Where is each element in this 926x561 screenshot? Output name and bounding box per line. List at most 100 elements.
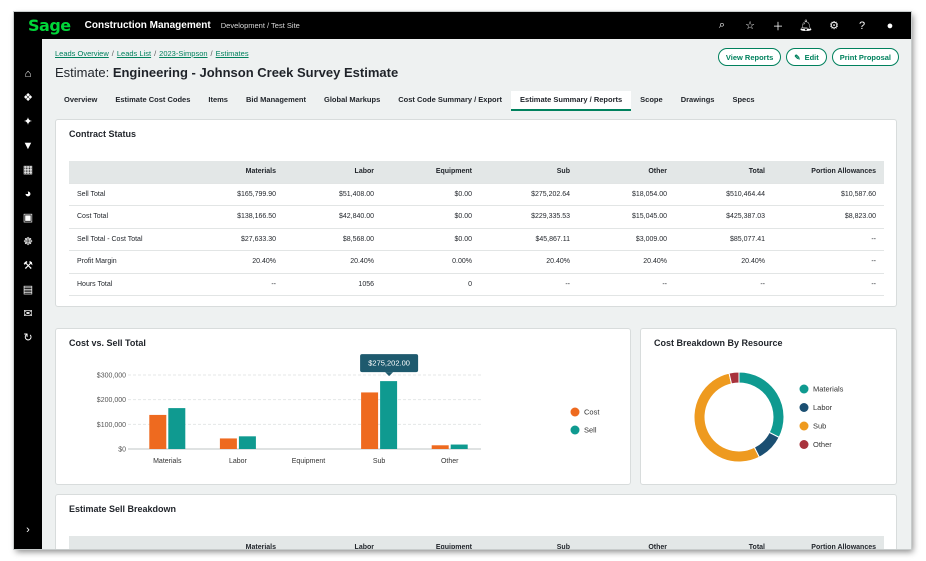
table-cell: -- (578, 272, 675, 296)
table-cell: $15,045.00 (578, 205, 675, 228)
breadcrumb-lead[interactable]: 2023-Simpson (159, 49, 208, 58)
table-cell: $3,009.00 (578, 227, 675, 251)
handshake-icon[interactable]: ✦ (23, 116, 33, 128)
column-header (69, 161, 189, 183)
mail-icon[interactable]: ✉ (23, 308, 33, 320)
tab-estimate-cost-codes[interactable]: Estimate Cost Codes (115, 95, 191, 104)
sell-breakdown-card: Estimate Sell Breakdown Materials Labor … (55, 494, 897, 549)
search-icon[interactable]: ⌕ (718, 19, 726, 31)
column-header: Sub (480, 161, 578, 183)
y-tick-label: $100,000 (97, 422, 126, 429)
slice-other[interactable] (728, 371, 740, 385)
slice-materials[interactable] (738, 371, 785, 439)
tooltip-text: $275,202.00 (368, 359, 410, 368)
table-row: Hours Total -- 1056 0 -- -- -- -- (69, 272, 884, 296)
table-cell: -- (773, 272, 884, 296)
row-label-cell: Cost Total (69, 205, 189, 228)
table-cell: 20.40% (284, 250, 382, 273)
sell-breakdown-title: Estimate Sell Breakdown (69, 504, 177, 514)
table-cell: 20.40% (578, 250, 675, 273)
column-header: Other (578, 161, 675, 183)
top-navbar: Sage Construction Management Development… (14, 12, 911, 39)
calendar-icon[interactable]: ▦ (22, 164, 34, 176)
dashboard-icon[interactable]: ▣ (22, 212, 34, 224)
tab-overview[interactable]: Overview (64, 95, 98, 104)
tab-specs[interactable]: Specs (732, 95, 755, 104)
tab-scope[interactable]: Scope (640, 95, 663, 104)
row-label-cell: Sell Total (69, 182, 189, 206)
bell-icon[interactable]: 🔔︎ (799, 20, 813, 32)
star-icon[interactable]: ☆ (745, 20, 755, 32)
table-cell: $425,387.03 (675, 205, 773, 228)
tooltip-box (360, 354, 419, 373)
table-cell: $27,633.30 (189, 227, 284, 251)
table-cell: $0.00 (382, 227, 480, 251)
cost-vs-sell-card: Cost vs. Sell Total $0 $100,000 $200,000 $3… (55, 328, 631, 485)
top-icon-group: ⌕ ☆ ＋ 🔔︎ ⚙ ? ● (715, 12, 897, 39)
left-sidebar: ⌂ ❖ ✦ ▼ ▦ ◕ ▣ ☸ ⚒ ▤ ✉ ↻ › (14, 39, 42, 549)
column-header: Materials (189, 536, 284, 549)
user-icon[interactable]: ● (886, 19, 894, 32)
breadcrumb-leads-overview[interactable]: Leads Overview (55, 49, 109, 58)
sage-logo[interactable]: Sage (28, 16, 71, 35)
tab-estimate-summary[interactable]: Estimate Summary / Reports (511, 91, 632, 111)
home-icon[interactable]: ⌂ (24, 68, 32, 80)
table-cell: $10,587.60 (773, 182, 884, 206)
bar-cost-labor[interactable] (219, 438, 237, 449)
legend-label-other[interactable]: Other (813, 440, 832, 449)
page-title: Estimate: Engineering - Johnson Creek Su… (55, 65, 398, 80)
bar-cost-sub[interactable] (361, 392, 379, 449)
view-reports-button[interactable]: View Reports (717, 48, 782, 66)
sync-icon[interactable]: ↻ (23, 332, 33, 344)
gear-icon[interactable]: ⚙ (829, 20, 839, 32)
slice-labor[interactable] (753, 431, 780, 458)
document-icon[interactable]: ▤ (22, 284, 34, 296)
main-content: Leads Overview / Leads List/2023-Simpson / E… (42, 39, 911, 549)
pencil-icon: ✎ (794, 52, 801, 62)
bar-sell-labor[interactable] (238, 436, 256, 449)
row-label-cell: Sell Total - Cost Total (69, 227, 189, 251)
tab-drawings[interactable]: Drawings (680, 95, 715, 104)
legend-label-materials[interactable]: Materials (813, 385, 844, 394)
app-window: Sage Construction Management Development… (14, 12, 911, 549)
chevron-right-icon[interactable]: › (26, 524, 30, 536)
legend-label-labor[interactable]: Labor (813, 403, 833, 412)
breadcrumb-estimates[interactable]: Estimates (215, 49, 249, 58)
worker-icon[interactable]: ☸ (23, 236, 33, 248)
bar-cost-other[interactable] (431, 445, 449, 449)
tab-global-markups[interactable]: Global Markups (324, 95, 381, 104)
column-header: Portion Allowances (773, 161, 884, 183)
legend-marker-other (799, 440, 809, 449)
legend-label-sub[interactable]: Sub (813, 422, 826, 431)
table-cell: 0.00% (382, 250, 480, 273)
table-cell: -- (773, 227, 884, 251)
legend-label-cost[interactable]: Cost (584, 408, 600, 417)
help-icon[interactable]: ? (858, 19, 866, 32)
slice-sub[interactable] (693, 372, 760, 463)
x-tick-label: Labor (229, 458, 248, 465)
bar-cost-materials[interactable] (149, 414, 167, 449)
table-cell: $275,202.64 (480, 182, 578, 206)
pie-chart-icon[interactable]: ◕ (24, 188, 32, 200)
groups-icon[interactable]: ❖ (23, 92, 33, 104)
legend-label-sell[interactable]: Sell (584, 426, 597, 435)
filter-icon[interactable]: ▼ (22, 140, 34, 152)
bar-sell-materials[interactable] (168, 408, 186, 449)
table-cell: -- (675, 272, 773, 296)
tab-cost-code-summary[interactable]: Cost Code Summary / Export (398, 95, 503, 104)
column-header: Labor (284, 536, 382, 549)
header-buttons: View Reports ✎ Edit Print Proposal (717, 48, 899, 66)
breadcrumb-leads-list[interactable]: Leads List (116, 49, 152, 58)
column-header: Other (578, 536, 675, 549)
tab-items[interactable]: Items (208, 95, 228, 104)
y-tick-label: $200,000 (97, 397, 126, 404)
edit-button[interactable]: ✎ Edit (786, 48, 827, 66)
cost-breakdown-chart: Materials Labor Sub Other (693, 371, 844, 463)
bar-sell-sub[interactable] (380, 381, 398, 449)
tab-bid-management[interactable]: Bid Management (245, 95, 306, 104)
plus-icon[interactable]: ＋ (772, 20, 784, 33)
tools-icon[interactable]: ⚒ (23, 260, 33, 272)
bar-sell-other[interactable] (450, 444, 468, 449)
edit-label: Edit (804, 52, 819, 62)
print-proposal-button[interactable]: Print Proposal (831, 48, 899, 66)
